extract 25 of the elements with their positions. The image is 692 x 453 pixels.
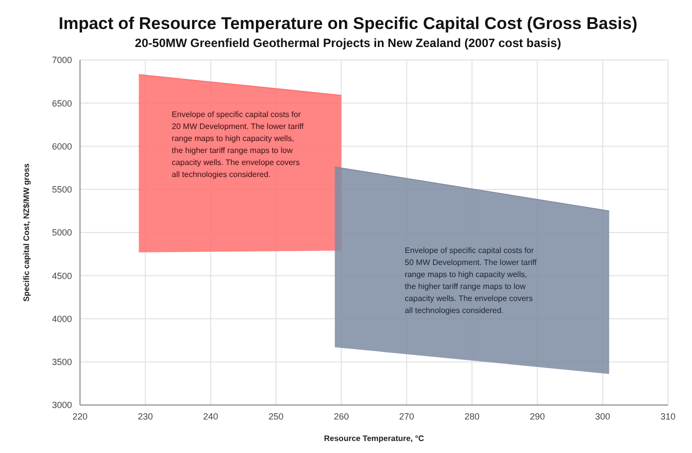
y-tick-label: 5000 xyxy=(52,228,72,238)
y-tick-label: 4500 xyxy=(52,270,72,281)
x-tick-label: 230 xyxy=(138,411,153,422)
chart-title: Impact of Resource Temperature on Specific Capital Cost (Gross Basis) xyxy=(58,14,638,34)
x-tick-label: 270 xyxy=(399,411,414,422)
x-tick-label: 290 xyxy=(530,411,545,422)
x-tick-label: 300 xyxy=(595,411,610,422)
x-tick-label: 250 xyxy=(268,411,284,422)
y-tick-label: 3000 xyxy=(52,400,72,410)
y-tick-label: 4000 xyxy=(52,314,72,324)
annotation: Envelope of specific capital costs for 50 MW Development. The lower tariff range maps to high capacity wells, the higher tariff range maps to low capacity wells. The envelope covers all technologies considered. xyxy=(404,245,537,318)
y-tick-label: 6500 xyxy=(52,98,72,108)
y-tick-label: 6000 xyxy=(52,141,72,152)
y-tick-label: 5500 xyxy=(52,184,72,195)
y-tick-label: 3500 xyxy=(52,357,72,368)
annotation: Envelope of specific capital costs for 20 MW Development. The lower tariff range maps to high capacity wells, the higher tariff range maps to low capacity wells. The envelope covers all technologies considered. xyxy=(172,108,304,180)
x-axis-title: Resource Temperature, °C xyxy=(324,434,424,443)
x-tick-label: 310 xyxy=(660,411,676,422)
x-tick-label: 280 xyxy=(464,411,480,422)
x-tick-label: 220 xyxy=(72,411,88,422)
x-tick-label: 240 xyxy=(203,411,218,422)
y-tick-label: 7000 xyxy=(52,55,72,66)
chart-subtitle: 20-50MW Greenfield Geothermal Projects in New Zealand (2007 cost basis) xyxy=(134,36,562,50)
y-axis-title: Specific capital Cost, NZ$/MW gross xyxy=(22,162,31,302)
x-tick-label: 260 xyxy=(334,411,349,422)
